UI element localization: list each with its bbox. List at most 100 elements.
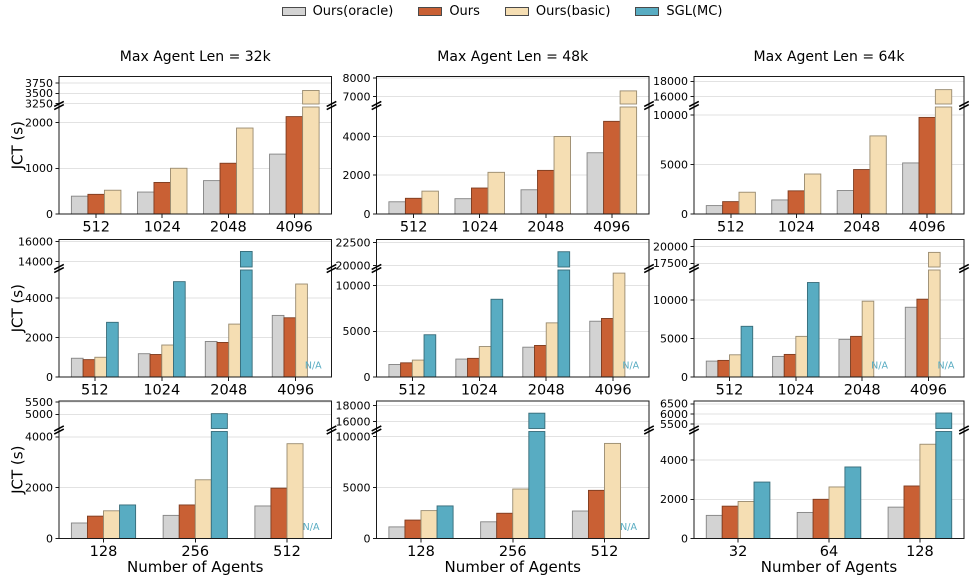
x-tick-label: 1024 <box>461 383 498 399</box>
axis-break-icon <box>688 425 700 432</box>
bar-sgl-mc--64 <box>844 466 862 539</box>
axis-break-icon <box>688 266 700 274</box>
bar-ours-1024 <box>153 181 171 215</box>
plot-box <box>376 76 650 215</box>
subplot-title: Max Agent Len = 32k <box>120 49 272 65</box>
axis-break-icon <box>688 428 700 435</box>
x-tick-label: 512 <box>400 220 428 236</box>
bar-ours-1024 <box>783 353 797 378</box>
bar-ours-oracle--2048 <box>520 189 538 215</box>
y-axis-label: JCT (s) <box>8 121 26 170</box>
bar-ours-basic--512 <box>103 189 122 215</box>
bar-ours-basic--512 <box>94 356 107 378</box>
bar-ours-basic--4096-upper <box>302 90 320 105</box>
bar-ours-2048 <box>534 344 547 378</box>
y-tick-label: 2000 <box>25 482 53 495</box>
bar-ours-basic--1024 <box>804 173 822 215</box>
axis-break-icon <box>326 103 337 111</box>
bar-sgl-mc--256-upper <box>210 413 228 429</box>
x-axis-label: Number of Agents <box>761 558 898 576</box>
bar-ours-512 <box>270 487 288 539</box>
axis-break-icon <box>958 263 970 271</box>
y-tick-label: 2000 <box>660 493 688 506</box>
bar-ours-oracle--32 <box>705 514 723 539</box>
x-tick-label: 128 <box>906 544 934 560</box>
bar-ours-oracle--1024 <box>137 353 151 378</box>
y-tick-label: 16000 <box>336 415 371 428</box>
bar-ours-oracle--4096 <box>271 314 285 378</box>
bar-ours-oracle--4096 <box>589 320 602 378</box>
legend-swatch-icon <box>504 6 529 16</box>
bar-ours-4096 <box>283 317 297 378</box>
bar-ours-oracle--1024 <box>772 355 785 378</box>
y-tick-label: 2000 <box>343 169 371 182</box>
bar-sgl-mc--1024 <box>490 298 504 378</box>
subplot-title: Max Agent Len = 64k <box>754 49 906 65</box>
na-label: N/A <box>622 360 639 371</box>
na-label: N/A <box>303 522 320 533</box>
bar-ours-basic--2048 <box>236 127 254 215</box>
x-tick-label: 4096 <box>276 220 313 236</box>
bar-ours-4096 <box>601 318 614 378</box>
axis-break-icon <box>371 100 382 108</box>
axis-break-icon <box>643 103 655 111</box>
bar-ours-oracle--2048 <box>836 190 854 215</box>
x-tick-label: 32 <box>729 544 747 560</box>
bar-ours-basic--512 <box>411 359 425 378</box>
bar-ours-oracle--512 <box>388 201 406 215</box>
y-tick-label: 20000 <box>336 259 371 272</box>
bar-ours-oracle--2048 <box>522 346 535 378</box>
bar-ours-oracle--512 <box>388 364 402 378</box>
y-tick-label: 0 <box>46 208 53 221</box>
bar-ours-2048 <box>853 169 871 215</box>
bar-sgl-mc--256-lower <box>210 431 228 539</box>
subplot-r1c3: 0 5000 10000 16000 18000 512 1024 2048 4096 Max A… <box>653 49 970 236</box>
x-tick-label: 4096 <box>910 383 947 399</box>
bar-sgl-mc--2048-upper <box>239 251 253 268</box>
bar-ours-4096 <box>285 116 304 215</box>
axis-break-icon <box>53 100 65 108</box>
plot-box <box>58 76 332 215</box>
axis-break-icon <box>958 266 970 274</box>
bar-ours-1024 <box>149 354 163 378</box>
bar-ours-1024 <box>787 190 805 215</box>
bar-ours-oracle--512 <box>705 360 719 378</box>
bar-ours-oracle--4096 <box>902 162 920 215</box>
y-tick-label: 10000 <box>653 109 688 122</box>
bar-sgl-mc--256-lower <box>528 431 546 539</box>
bar-ours-1024 <box>471 187 489 215</box>
bar-sgl-mc--512 <box>740 325 754 378</box>
bar-ours-oracle--64 <box>796 511 814 539</box>
bar-sgl-mc--512 <box>106 321 119 378</box>
bar-ours-basic--2048 <box>545 322 559 378</box>
y-tick-label: 16000 <box>653 90 688 103</box>
x-tick-label: 1024 <box>144 220 181 236</box>
axis-break-icon <box>643 425 655 432</box>
bar-ours-512 <box>82 359 96 378</box>
axis-break-icon <box>958 428 970 435</box>
y-tick-label: 5500 <box>25 396 53 409</box>
x-tick-label: 256 <box>499 544 527 560</box>
y-tick-label: 0 <box>46 532 53 545</box>
bar-ours-512 <box>717 359 730 378</box>
axis-break-icon <box>643 266 655 274</box>
bar-sgl-mc--1024 <box>173 281 186 378</box>
y-tick-label: 17500 <box>653 257 688 270</box>
bar-sgl-mc--32 <box>753 481 771 539</box>
y-tick-label: 10000 <box>336 279 371 292</box>
axis-break-icon <box>53 266 65 274</box>
bar-ours-basic--256 <box>194 479 212 539</box>
bar-ours-4096 <box>918 116 936 215</box>
plot-box <box>58 239 332 378</box>
bar-ours-basic--4096-lower <box>934 106 953 215</box>
y-tick-label: 2000 <box>25 331 53 344</box>
x-tick-label: 4096 <box>593 220 630 236</box>
bar-ours-basic--512 <box>738 191 756 215</box>
bar-ours-2048 <box>537 169 555 215</box>
x-tick-label: 512 <box>82 220 110 236</box>
na-label: N/A <box>620 522 637 533</box>
y-tick-label: 0 <box>364 208 371 221</box>
y-tick-label: 0 <box>681 532 688 545</box>
